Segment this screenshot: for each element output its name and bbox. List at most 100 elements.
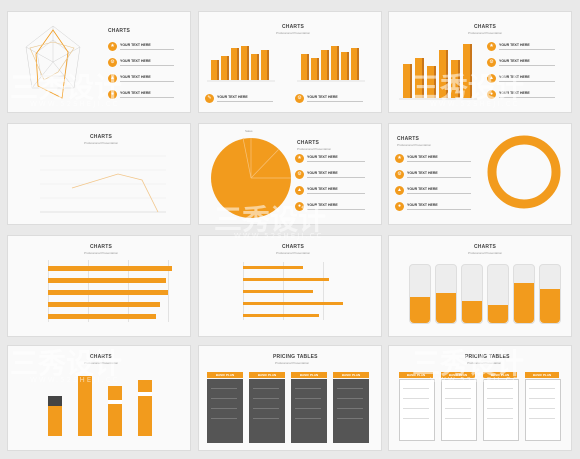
item-heading: YOUR TEXT HERE (120, 75, 151, 79)
plan-feature-line (487, 398, 513, 399)
plan-body (483, 379, 519, 441)
plan-feature-line (211, 398, 237, 399)
item-heading: YOUR TEXT HERE (307, 155, 338, 159)
page-title: CHARTS (474, 244, 497, 250)
bar (243, 266, 303, 269)
bar (48, 302, 160, 307)
item-text (217, 101, 273, 102)
plan-feature-line (445, 408, 471, 409)
bar (243, 278, 329, 281)
bar (243, 314, 319, 317)
slide-hbar-chart-thin[interactable]: CHARTS Professional Presentation (199, 236, 381, 336)
item-text (407, 177, 471, 178)
item-text (120, 81, 174, 82)
plan-feature-line (403, 418, 429, 419)
page-title: CHARTS (90, 134, 113, 140)
watermark-url: WWW.52SHEJI.CC (430, 376, 520, 384)
cylinder-fill (488, 305, 508, 323)
cylinder (435, 264, 457, 324)
plan-feature-line (253, 418, 279, 419)
line-chart (40, 155, 166, 213)
slide-radar[interactable]: CHARTS ★ YOUR TEXT HERE ⚙ YOUR TEXT HERE… (8, 12, 190, 112)
bar (243, 290, 313, 293)
plan-feature-line (253, 398, 279, 399)
bar-segment (138, 380, 152, 436)
slide-hbar-chart[interactable]: CHARTS Professional Presentation (8, 236, 190, 336)
plan-feature-line (253, 408, 279, 409)
item-heading: YOUR TEXT HERE (307, 171, 338, 175)
chart-icon: ▲ (395, 186, 404, 195)
cylinder-fill (436, 293, 456, 323)
page-title: CHARTS (474, 24, 497, 30)
bar-segment (48, 396, 62, 436)
page-subtitle: Professional Presentation (276, 251, 311, 255)
page-title: CHARTS (90, 354, 113, 360)
chart-icon: ▲ (295, 186, 304, 195)
page-subtitle: Professional Presentation (467, 361, 502, 365)
slide-3d-bars-list[interactable]: CHARTS Professional Presentation ★ YOUR … (389, 12, 571, 112)
pie-label: Sales (245, 129, 253, 133)
slide-pricing-dark[interactable]: PRICING TABLES Professional Presentation… (199, 346, 381, 450)
user-icon: ● (487, 90, 496, 99)
plan-feature-line (337, 408, 363, 409)
watermark-url: WWW.52SHEJI.CC (234, 232, 324, 240)
plan-feature-line (337, 418, 363, 419)
user-icon: ● (395, 202, 404, 211)
bar (48, 278, 166, 283)
plan-body (399, 379, 435, 441)
page-subtitle: Professional Presentation (84, 361, 119, 365)
page-subtitle: Professional Presentation (297, 147, 332, 151)
plan-feature-line (295, 418, 321, 419)
item-text (307, 209, 365, 210)
item-text (120, 49, 174, 50)
cylinder (487, 264, 509, 324)
item-text (307, 177, 365, 178)
page-subtitle: Professional Presentation (397, 143, 432, 147)
page-title: CHARTS (90, 244, 113, 250)
plan-feature-line (445, 398, 471, 399)
bar-segment (48, 396, 62, 406)
plan-feature-line (445, 418, 471, 419)
cylinder-fill (410, 297, 430, 323)
plan-feature-line (445, 388, 471, 389)
item-heading: YOUR TEXT HERE (307, 95, 338, 99)
item-heading: YOUR TEXT HERE (407, 171, 438, 175)
plan-header: BASIC PLAN (483, 372, 517, 378)
bar-segment (138, 392, 152, 396)
gridline (168, 260, 169, 322)
slide-3d-bars[interactable]: CHARTS Professional Presentation ✎ YOUR … (199, 12, 381, 112)
cylinder (461, 264, 483, 324)
watermark-url: WWW.52SHEJI.CC (30, 376, 120, 384)
item-text (407, 193, 471, 194)
bar-segment (108, 386, 122, 436)
slide-donut-chart[interactable]: CHARTS Professional Presentation ★ YOUR … (389, 124, 571, 224)
slide-pie-chart[interactable]: Sales CHARTS Professional Presentation ★… (199, 124, 381, 224)
item-text (120, 97, 174, 98)
plan-header: BASIC PLAN (441, 372, 475, 378)
slide-stacked-bars[interactable]: CHARTS Professional Presentation (8, 346, 190, 450)
page-subtitle: Professional Presentation (468, 251, 503, 255)
page-subtitle: Professional Presentation (275, 361, 310, 365)
slide-cylinder-chart[interactable]: CHARTS Professional Presentation (389, 236, 571, 336)
item-text (499, 97, 555, 98)
item-heading: YOUR TEXT HERE (499, 91, 530, 95)
slide-pricing-light[interactable]: PRICING TABLES Professional Presentation… (389, 346, 571, 450)
item-text (307, 161, 365, 162)
page-subtitle: Professional Presentation (468, 31, 503, 35)
item-text (120, 65, 174, 66)
plan-header: BASIC PLAN (525, 372, 559, 378)
item-heading: YOUR TEXT HERE (217, 95, 248, 99)
slide-line-chart[interactable]: CHARTS Professional Presentation (8, 124, 190, 224)
item-text (307, 193, 365, 194)
bar-segment (78, 376, 92, 436)
plan-body (441, 379, 477, 441)
gear-icon: ⚙ (487, 58, 496, 67)
gear-icon: ⚙ (395, 170, 404, 179)
plan-header: BASIC PLAN (249, 372, 285, 378)
bar (48, 314, 156, 319)
star-icon: ★ (295, 154, 304, 163)
item-heading: YOUR TEXT HERE (407, 203, 438, 207)
plan-feature-line (403, 398, 429, 399)
plan-feature-line (211, 418, 237, 419)
item-heading: YOUR TEXT HERE (120, 43, 151, 47)
